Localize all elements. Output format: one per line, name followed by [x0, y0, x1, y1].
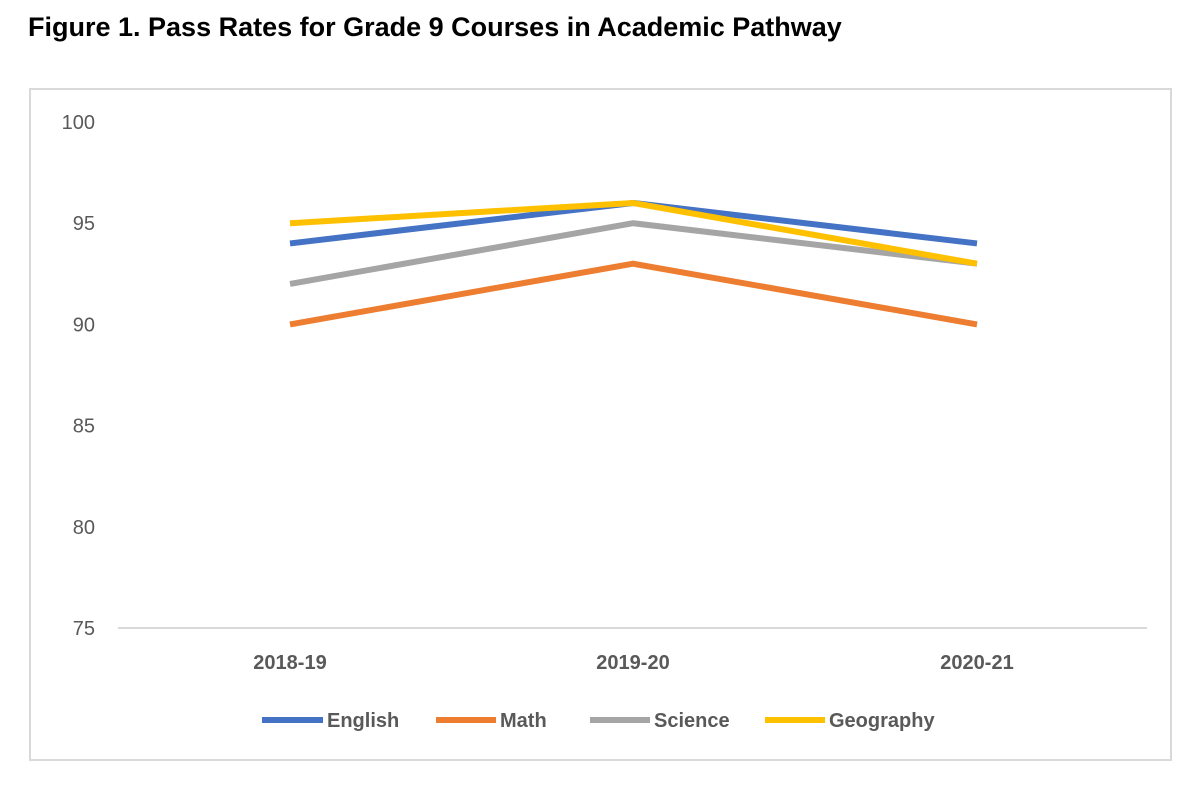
series-line-geography: [289, 199, 978, 267]
x-tick-label: 2020-21: [940, 652, 1013, 674]
legend-label: English: [327, 710, 399, 732]
series-layer: [289, 199, 978, 328]
legend-item-geography: Geography: [765, 710, 935, 732]
chart-area: [29, 88, 1172, 761]
series-line-math: [289, 260, 978, 328]
y-tick-label: 75: [73, 618, 95, 640]
legend: English Math Science Geography: [262, 710, 935, 732]
x-tick-label: 2019-20: [596, 652, 669, 674]
axis-layer: 75 80 85 90 95 100 2018-19 2019-20 2020-21: [62, 112, 1147, 674]
figure-title: Figure 1. Pass Rates for Grade 9 Courses…: [28, 12, 842, 42]
y-tick-label: 95: [73, 213, 95, 235]
series-line-science: [289, 220, 978, 287]
y-tick-label: 80: [73, 517, 95, 539]
legend-label: Science: [654, 710, 730, 732]
legend-label: Math: [500, 710, 547, 732]
legend-label: Geography: [829, 710, 935, 732]
legend-item-science: Science: [590, 710, 730, 732]
x-tick-label: 2018-19: [253, 652, 326, 674]
legend-item-math: Math: [436, 710, 547, 732]
y-tick-label: 100: [62, 112, 95, 134]
y-tick-label: 85: [73, 416, 95, 438]
y-tick-label: 90: [73, 314, 95, 336]
legend-item-english: English: [262, 710, 399, 732]
